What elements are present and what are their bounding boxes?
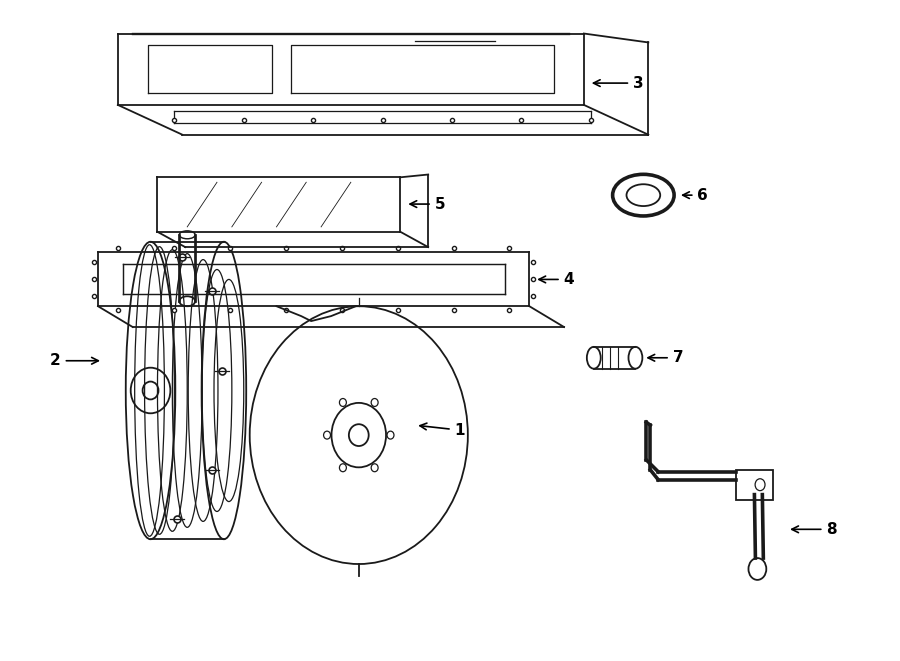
Text: 2: 2 [50,353,98,368]
Text: 8: 8 [792,522,837,537]
Text: 4: 4 [539,272,574,287]
Text: 3: 3 [593,75,644,91]
Text: 6: 6 [683,188,708,203]
Text: 1: 1 [420,422,465,438]
Bar [735,470,773,500]
Text: 7: 7 [648,350,683,366]
Text: 5: 5 [410,196,446,212]
